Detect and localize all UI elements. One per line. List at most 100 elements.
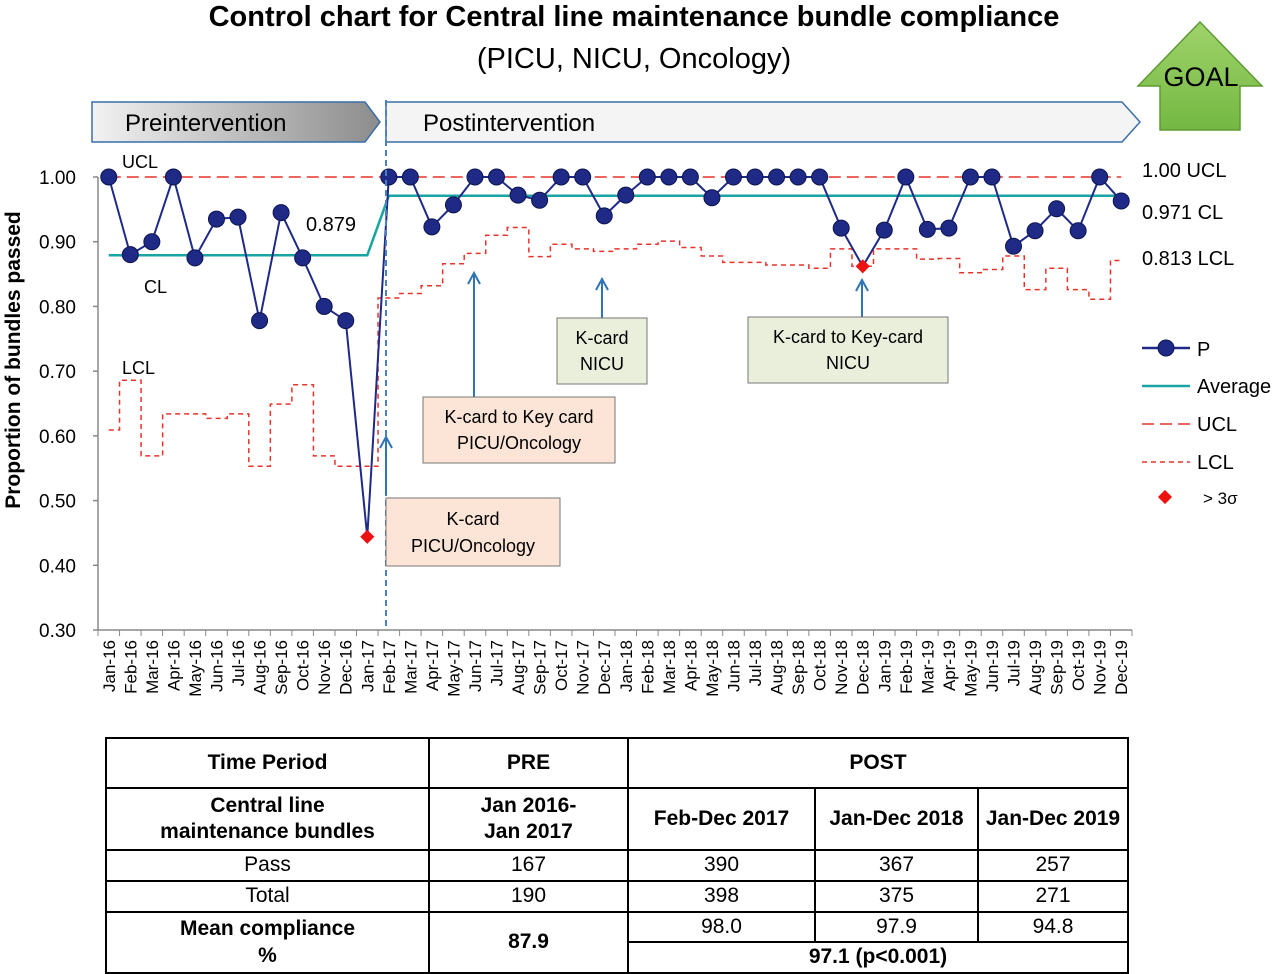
y-tick-label: 0.90 xyxy=(39,233,76,254)
header-time-period: Time Period xyxy=(105,737,430,789)
x-tick-label: Aug-19 xyxy=(1026,640,1045,695)
annotation-kcard-picu-line2: PICU/Oncology xyxy=(411,536,535,556)
x-tick-label: Jan-18 xyxy=(617,640,636,692)
legend-diamond-marker xyxy=(1157,489,1173,505)
x-tick-label: Sep-17 xyxy=(531,640,550,695)
p-point xyxy=(789,168,807,186)
p-point xyxy=(681,168,699,186)
x-tick-label: Aug-16 xyxy=(251,640,270,695)
x-tick-label: Oct-18 xyxy=(811,640,830,691)
p-point xyxy=(444,196,462,214)
annotation-keycard-picu-line1: K-card to Key card xyxy=(444,407,593,427)
annotation-kcard-nicu-line2: NICU xyxy=(580,354,624,374)
p-point xyxy=(488,168,506,186)
x-tick-label: Jan-16 xyxy=(100,640,119,692)
x-tick-label: May-17 xyxy=(444,640,463,697)
cell-mean-pre: 87.9 xyxy=(428,911,629,974)
y-tick-label: 0.60 xyxy=(39,427,76,448)
annotation-keycard-nicu-line2: NICU xyxy=(826,353,870,373)
x-tick-label: Jul-16 xyxy=(229,640,248,686)
cell-bundles-label: Central line maintenance bundles xyxy=(105,787,430,851)
phase-banner-post: Postintervention xyxy=(385,101,1142,143)
p-point xyxy=(897,168,915,186)
chart-title: Control chart for Central line maintenan… xyxy=(209,1,1060,33)
table-row-mean: Mean compliance% 87.9 98.0 97.9 94.8 xyxy=(105,911,1129,974)
cell-total-2017: 398 xyxy=(627,880,816,913)
p-point xyxy=(660,168,678,186)
x-tick-label: Dec-18 xyxy=(854,640,873,695)
bundles-label-line1: Central line xyxy=(210,793,325,817)
x-tick-label: Apr-19 xyxy=(940,640,959,691)
p-point xyxy=(337,312,355,330)
x-tick-label: Aug-18 xyxy=(768,640,787,695)
p-point xyxy=(143,233,161,251)
p-point xyxy=(121,246,139,264)
x-tick-label: Jun-16 xyxy=(207,640,226,692)
x-tick-label: Mar-17 xyxy=(401,640,420,694)
cell-post-period-2018: Jan-Dec 2018 xyxy=(814,787,979,851)
p-point xyxy=(617,186,635,204)
legend-item-p: P xyxy=(1142,339,1210,361)
x-tick-label: Sep-19 xyxy=(1048,640,1067,695)
cell-mean-2019: 94.8 xyxy=(977,911,1129,943)
cell-total-pre: 190 xyxy=(428,880,629,913)
p-point xyxy=(552,168,570,186)
legend-item-lcl: LCL xyxy=(1142,452,1234,474)
summary-table: Time Period PRE POST Central line mainten… xyxy=(105,737,1129,974)
annotation-kcard-nicu: K-card NICU xyxy=(556,317,648,385)
annotation-keycard-picu: K-card to Key card PICU/Oncology xyxy=(422,396,616,464)
goal-label: GOAL xyxy=(1163,62,1238,92)
lcl-line xyxy=(108,226,1122,468)
cell-pass-2017: 390 xyxy=(627,849,816,882)
x-tick-label: Dec-16 xyxy=(337,640,356,695)
cell-pass-pre: 167 xyxy=(428,849,629,882)
p-point xyxy=(983,168,1001,186)
x-tick-label: Jan-17 xyxy=(358,640,377,692)
p-point xyxy=(940,219,958,237)
x-tick-label: Feb-16 xyxy=(121,640,140,694)
lcl-left-label: LCL xyxy=(122,358,155,378)
cell-mean-label: Mean compliance% xyxy=(105,911,430,974)
annotation-kcard-nicu-line1: K-card xyxy=(575,328,628,348)
lcl-right-label: 0.813 LCL xyxy=(1142,248,1234,270)
table-row-header: Time Period PRE POST xyxy=(105,737,1129,789)
p-point xyxy=(724,168,742,186)
x-tick-label: Feb-19 xyxy=(897,640,916,694)
legend-p-marker xyxy=(1157,339,1175,357)
p-point xyxy=(811,168,829,186)
p-point xyxy=(315,297,333,315)
mean-label-line2: % xyxy=(258,943,277,967)
x-tick-label: Jul-19 xyxy=(1005,640,1024,686)
cl-right-label: 0.971 CL xyxy=(1142,202,1223,224)
average-line xyxy=(108,194,1122,257)
x-tick-label: Oct-17 xyxy=(552,640,571,691)
chart-subtitle: (PICU, NICU, Oncology) xyxy=(477,43,791,75)
annotation-keycard-picu-line2: PICU/Oncology xyxy=(457,433,581,453)
p-point xyxy=(1026,222,1044,240)
control-chart: Control chart for Central line maintenan… xyxy=(2,1,1271,697)
y-tick-label: 1.00 xyxy=(39,168,76,189)
x-tick-label: Jul-18 xyxy=(746,640,765,686)
p-point xyxy=(186,249,204,267)
p-point xyxy=(1112,192,1130,210)
p-point xyxy=(918,220,936,238)
phase-banner-pre: Preintervention xyxy=(91,101,381,143)
p-point xyxy=(229,208,247,226)
p-point xyxy=(380,168,398,186)
table-row-total: Total 190 398 375 271 xyxy=(105,880,1129,913)
cell-mean-2017: 98.0 xyxy=(627,911,816,943)
y-tick-label: 0.30 xyxy=(39,621,76,642)
y-tick-label: 0.80 xyxy=(39,297,76,318)
x-tick-label: Jun-18 xyxy=(724,640,743,692)
pre-period-line2: Jan 2017 xyxy=(484,820,573,843)
x-tick-label: Nov-18 xyxy=(832,640,851,695)
y-axis-title: Proportion of bundles passed xyxy=(2,211,25,509)
p-point xyxy=(703,189,721,207)
p-point xyxy=(832,219,850,237)
x-tick-label: Apr-16 xyxy=(164,640,183,691)
header-post: POST xyxy=(627,737,1129,789)
ucl-right-label: 1.00 UCL xyxy=(1142,160,1227,182)
annotation-kcard-picu-line1: K-card xyxy=(446,509,499,529)
x-tick-label: Apr-17 xyxy=(423,640,442,691)
legend-item-special-cause: > 3σ xyxy=(1157,489,1238,508)
